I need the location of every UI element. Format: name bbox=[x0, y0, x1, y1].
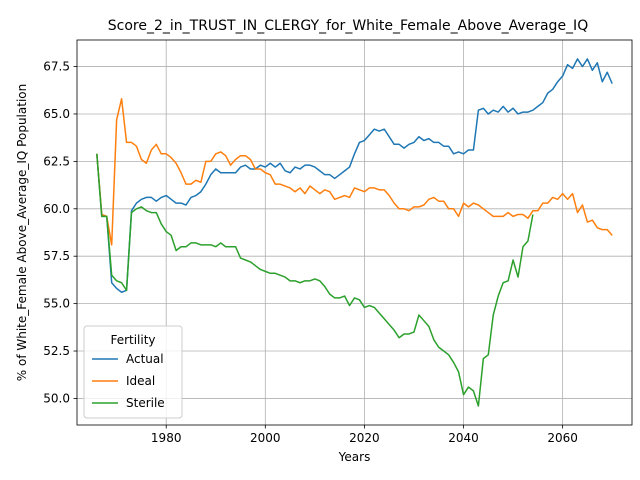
legend-box bbox=[83, 325, 183, 419]
x-tick-label: 2040 bbox=[448, 431, 479, 445]
legend-title: Fertility bbox=[110, 333, 155, 347]
chart-title: Score_2_in_TRUST_IN_CLERGY_for_White_Fem… bbox=[108, 18, 588, 34]
series-line-sterile bbox=[96, 153, 534, 407]
x-axis: 1980 2000 2020 2040 2060 bbox=[151, 425, 578, 445]
legend-label-actual: Actual bbox=[126, 352, 164, 366]
y-tick-label: 52.5 bbox=[43, 344, 70, 358]
y-tick-label: 60.0 bbox=[43, 202, 70, 216]
y-axis: 50.0 52.5 55.0 57.5 60.0 62.5 65.0 67.5 bbox=[43, 60, 77, 405]
y-tick-label: 55.0 bbox=[43, 297, 70, 311]
x-tick-label: 1980 bbox=[151, 431, 182, 445]
y-tick-label: 50.0 bbox=[43, 391, 70, 405]
legend-label-sterile: Sterile bbox=[126, 396, 165, 410]
legend: Fertility Actual Ideal Sterile bbox=[83, 325, 183, 419]
series-line-ideal bbox=[96, 98, 613, 246]
x-tick-label: 2060 bbox=[547, 431, 578, 445]
y-tick-label: 67.5 bbox=[43, 60, 70, 74]
x-axis-label: Years bbox=[338, 450, 371, 464]
x-tick-label: 2020 bbox=[349, 431, 380, 445]
x-tick-label: 2000 bbox=[250, 431, 281, 445]
y-tick-label: 62.5 bbox=[43, 154, 70, 168]
series-line-actual bbox=[96, 58, 613, 293]
y-tick-label: 65.0 bbox=[43, 107, 70, 121]
y-tick-label: 57.5 bbox=[43, 249, 70, 263]
plot-frame bbox=[76, 39, 633, 426]
y-axis-label: % of White_Female Above_Average_IQ Popul… bbox=[15, 84, 29, 381]
legend-label-ideal: Ideal bbox=[126, 374, 155, 388]
series-group bbox=[96, 58, 613, 407]
